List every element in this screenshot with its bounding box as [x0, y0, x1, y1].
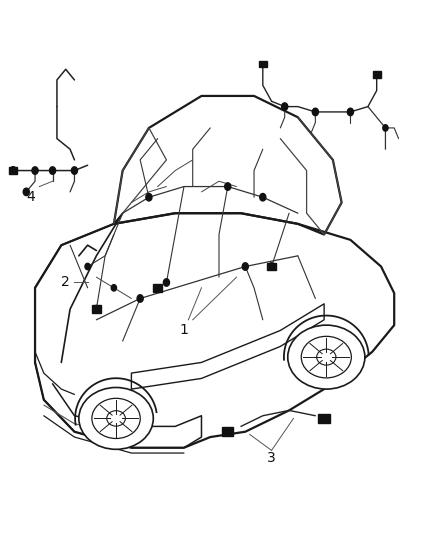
Bar [267, 263, 276, 270]
Circle shape [85, 263, 90, 270]
Circle shape [10, 167, 16, 174]
Circle shape [137, 295, 143, 302]
Bar [9, 167, 17, 174]
Circle shape [93, 305, 99, 313]
Ellipse shape [79, 387, 153, 449]
Circle shape [268, 263, 275, 270]
Bar [318, 414, 330, 423]
Ellipse shape [317, 349, 336, 365]
Bar [373, 71, 381, 78]
Ellipse shape [92, 398, 140, 439]
Circle shape [146, 193, 152, 201]
Ellipse shape [301, 336, 351, 378]
Bar [222, 427, 233, 436]
Circle shape [23, 188, 29, 196]
Circle shape [282, 103, 288, 110]
Circle shape [383, 125, 388, 131]
Circle shape [242, 263, 248, 270]
Ellipse shape [107, 410, 125, 426]
Circle shape [347, 108, 353, 116]
Bar [92, 305, 101, 313]
Text: 3: 3 [267, 451, 276, 465]
Circle shape [10, 167, 16, 174]
Text: 2: 2 [61, 276, 70, 289]
Bar [153, 284, 162, 292]
Circle shape [111, 285, 117, 291]
Text: 4: 4 [26, 190, 35, 204]
Circle shape [32, 167, 38, 174]
Text: 1: 1 [180, 324, 188, 337]
Circle shape [49, 167, 56, 174]
Circle shape [312, 108, 318, 116]
Circle shape [163, 279, 170, 286]
Bar [259, 61, 267, 67]
Circle shape [225, 183, 231, 190]
Circle shape [71, 167, 78, 174]
Circle shape [260, 193, 266, 201]
Ellipse shape [288, 325, 365, 389]
